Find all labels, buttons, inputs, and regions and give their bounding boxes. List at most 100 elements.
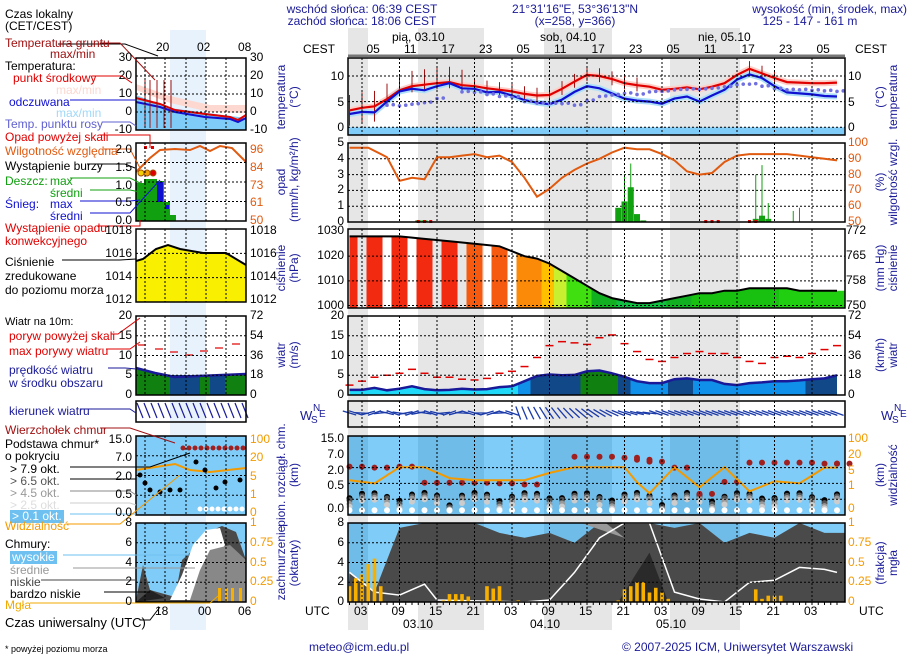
- cloud-base-dot-25: [671, 499, 678, 506]
- legend-connector: [70, 502, 137, 506]
- cloud-top-dot: [771, 459, 778, 466]
- legend-high-clouds: wysokie: [10, 550, 57, 564]
- cloud-base-dot-25: [521, 496, 528, 503]
- legend-visibility: Widzialność: [5, 519, 70, 533]
- legend-okt-01: > 0.1 okt.: [10, 509, 64, 523]
- top-hour-label: 17: [741, 42, 755, 56]
- mini-temp-tick-right: 20: [250, 68, 264, 82]
- mini-cloudcover-tick-left: 8: [125, 515, 132, 529]
- legend-temperature: Temperatura:: [5, 59, 76, 73]
- legend-local-time: Czas lokalny: [5, 7, 74, 21]
- wind-direction-arrow: [736, 409, 751, 417]
- rain-mean-bar: [640, 220, 647, 222]
- legend-connector: [104, 148, 141, 169]
- dew-point-dot: [735, 82, 739, 87]
- cloud-top-dot: [796, 459, 803, 466]
- legend-cloud-base-2: o pokryciu: [5, 449, 60, 463]
- mmhg-tick-right: 765: [846, 248, 867, 263]
- bottom-hour-label: 03: [804, 604, 818, 618]
- mini-wind-arrow: [178, 402, 186, 419]
- mini-mid-cloud-area: [190, 545, 246, 602]
- legend-connector: [87, 163, 136, 169]
- wind-direction-arrow: [405, 409, 419, 417]
- legend-rain-max: max: [50, 174, 73, 188]
- wind-direction-arrow: [798, 409, 813, 417]
- cloud-base-dot-01: [484, 507, 490, 514]
- cloud-base-dot-25: [784, 497, 790, 504]
- legend-connector: [70, 490, 137, 496]
- top-axis-right-label: CEST: [855, 42, 888, 56]
- wind-direction-arrow: [755, 409, 769, 417]
- mini-utc-tick-3: 06: [238, 604, 252, 618]
- mini-pressure-tick-right: 1012: [250, 292, 277, 306]
- pressure-area-segment: [366, 236, 383, 308]
- legend-fog: Mgła: [5, 598, 32, 612]
- wind-direction-arrow: [574, 408, 587, 418]
- wind-direction-arrow: [686, 409, 701, 417]
- winddir-panel-frame: [347, 400, 846, 428]
- bottom-axis-right-label: UTC: [859, 604, 884, 618]
- mini-precip-tick-left: 0.0: [115, 213, 132, 227]
- mini-cloudcover-tick-left: 6: [125, 534, 132, 549]
- mini-humidity-tick-right: 73: [250, 177, 264, 192]
- mini-temp-tick-left: 20: [118, 68, 132, 82]
- legend-maxmin-temp: max/min: [56, 83, 102, 97]
- legend-rain: Deszcz:: [5, 174, 48, 188]
- cloud-base-dot-01: [446, 507, 453, 514]
- cloud-base-dot-01: [409, 507, 415, 514]
- legend-rain-mean: średni: [50, 186, 83, 200]
- dew-point-dot: [466, 89, 471, 94]
- mini-cloudbase-frame: [135, 435, 247, 516]
- dew-point-dot: [760, 84, 764, 89]
- rain-mean-bar: [634, 214, 640, 222]
- precip-tick-left: 2: [337, 182, 344, 197]
- dew-point-dot: [485, 92, 489, 97]
- visibility-tick-right: 5: [848, 462, 855, 477]
- mini-cloudcover-tick-left: 0: [125, 594, 132, 608]
- mini-visibility-tick-right: 5: [250, 468, 257, 483]
- cloud-top-dot: [521, 481, 528, 488]
- wind-tick-left: 0: [337, 387, 344, 401]
- cloud-base-dot-01: [471, 507, 478, 514]
- dew-point-dot: [672, 88, 677, 92]
- mini-cloud-top-dot: [240, 445, 246, 451]
- mini-utc-tick-1: 18: [155, 604, 169, 618]
- dew-point-dot: [528, 99, 533, 103]
- mini-wind-arrow: [227, 402, 235, 419]
- wind-direction-arrow: [630, 410, 644, 416]
- wind-direction-arrow: [361, 410, 376, 416]
- mini-cloud-top-dot: [198, 445, 204, 451]
- mini-wind-tick-right: 18: [250, 367, 264, 382]
- top-hour-label: 05: [516, 42, 530, 56]
- bottom-hour-label: 09: [391, 604, 405, 618]
- pressure-area-segment: [416, 236, 433, 308]
- legend-convective-2: konwekcyjnego: [5, 234, 88, 248]
- legend-connector: [92, 75, 133, 84]
- dew-point-dot: [428, 100, 433, 104]
- cloudbase-tick-left: 0.5: [327, 478, 344, 493]
- legend-connector: [30, 595, 219, 604]
- legend-convective-1: Wystąpienie opadu: [5, 221, 107, 235]
- mini-wind-tick-right: 0: [250, 387, 257, 401]
- mini-fog-bar: [239, 588, 242, 602]
- legend-connector: [80, 199, 141, 202]
- mini-snow-bar: [165, 205, 169, 209]
- bottom-hour-label: 21: [766, 604, 780, 618]
- fog-bar: [666, 598, 671, 602]
- fog-bar: [516, 600, 521, 602]
- mini-cloud-top-dot: [180, 445, 186, 451]
- dew-point-dot: [703, 87, 708, 91]
- legend-ground-temp-sub: max/min: [50, 47, 96, 61]
- dew-point-dot: [460, 90, 464, 94]
- cloud-base-dot-25: [409, 498, 415, 505]
- mini-wind-arrow: [136, 402, 144, 419]
- ground-frost-band: [348, 127, 845, 135]
- cloud-top-dot: [709, 490, 715, 497]
- cloud-base-dot-25: [584, 496, 590, 503]
- contact-email-link[interactable]: meteo@icm.edu.pl: [309, 640, 410, 654]
- fog-tick-right: 0.5: [848, 554, 865, 569]
- cloud-base-dot-01: [771, 507, 778, 514]
- pressure-area-segment: [829, 236, 845, 308]
- wind-area-segment: [555, 370, 569, 395]
